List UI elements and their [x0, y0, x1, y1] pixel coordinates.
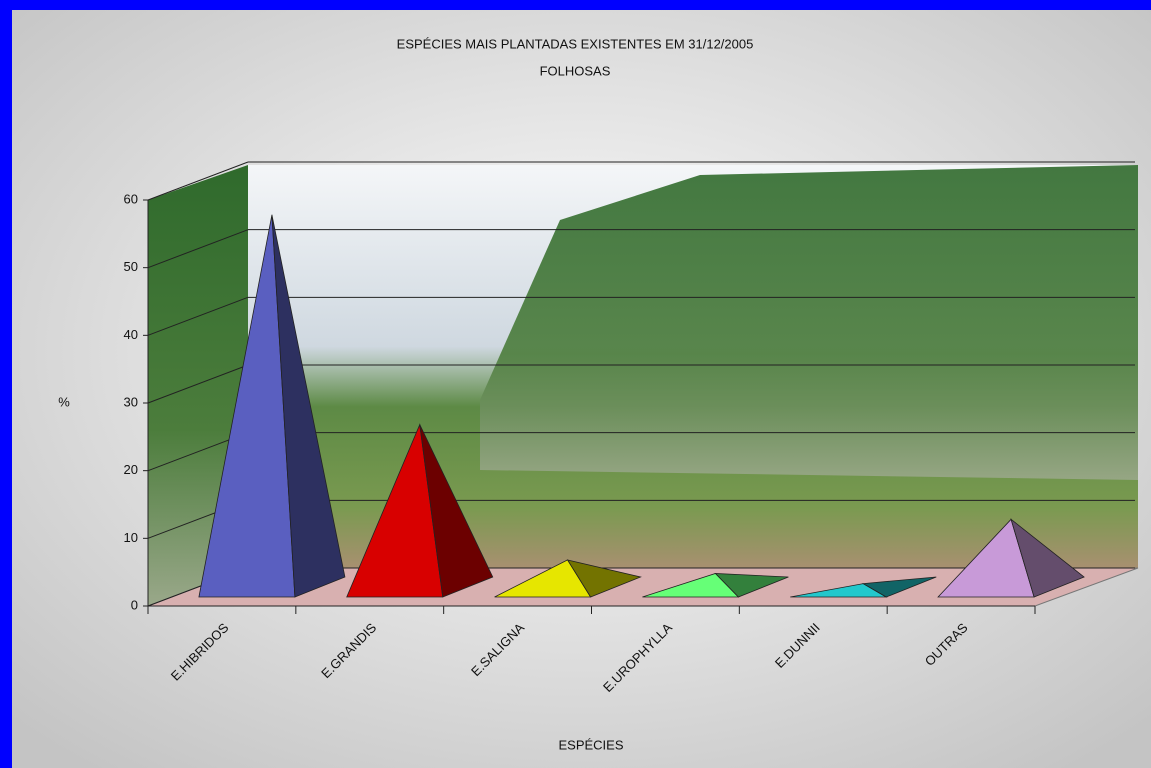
- chart-title: ESPÉCIES MAIS PLANTADAS EXISTENTES EM 31…: [397, 36, 754, 51]
- x-axis-label: ESPÉCIES: [558, 737, 623, 752]
- y-tick-label: 60: [124, 191, 138, 206]
- y-tick-label: 20: [124, 462, 138, 477]
- y-tick-label: 40: [124, 327, 138, 342]
- grid-line: [147, 364, 249, 404]
- y-tick-label: 50: [124, 259, 138, 274]
- pyramid-side: [566, 559, 642, 598]
- y-tick-label: 0: [131, 597, 138, 612]
- grid-line: [147, 229, 249, 269]
- pyramid-side: [861, 576, 937, 598]
- grid-line: [147, 296, 249, 336]
- y-axis-label: %: [58, 394, 70, 409]
- chart-subtitle: FOLHOSAS: [540, 63, 611, 78]
- pyramid-side: [1010, 518, 1085, 598]
- pyramid-side: [271, 214, 346, 598]
- forest: [480, 165, 1138, 480]
- grid-line: [147, 161, 249, 201]
- pyramid-side: [714, 573, 789, 598]
- y-tick-label: 10: [124, 530, 138, 545]
- pyramid-side: [419, 424, 494, 598]
- y-tick-label: 30: [124, 394, 138, 409]
